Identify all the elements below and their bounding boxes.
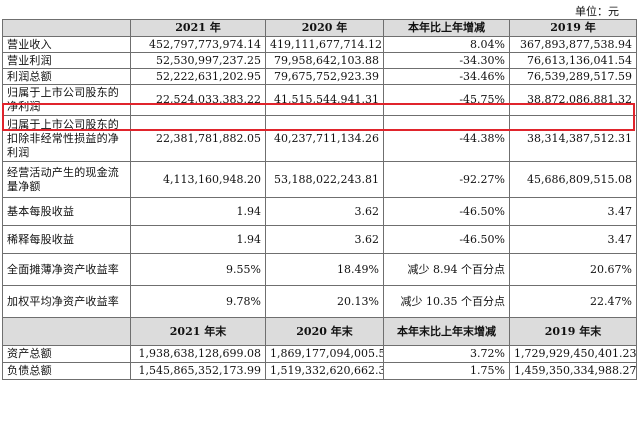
- table-row: 利润总额 52,222,631,202.95 79,675,752,923.39…: [2, 68, 637, 85]
- cell-2019: 38,314,387,512.31: [509, 115, 637, 162]
- cell-2020: 79,675,752,923.39: [265, 68, 384, 85]
- cell-2019: 38,872,086,881.32: [509, 84, 637, 116]
- header-cell-label: [2, 19, 131, 37]
- cell-2021: 22,381,781,882.05: [130, 115, 266, 162]
- cell-2020: 1,519,332,620,662.33: [265, 362, 384, 380]
- row-label: 利润总额: [2, 68, 131, 85]
- row-label: 归属于上市公司股东的扣除非经常性损益的净利润: [2, 115, 131, 162]
- row-label: 资产总额: [2, 345, 131, 363]
- table-row: 归属于上市公司股东的扣除非经常性损益的净利润 22,381,781,882.05…: [2, 115, 637, 162]
- table-row: 全面摊薄净资产收益率 9.55% 18.49% 减少 8.94 个百分点 20.…: [2, 253, 637, 286]
- cell-2021: 4,113,160,948.20: [130, 161, 266, 198]
- header-row-2: 2021 年末 2020 年末 本年末比上年末增减 2019 年末: [2, 317, 637, 346]
- cell-2020: 20.13%: [265, 285, 384, 318]
- header-cell-change: 本年比上年增减: [383, 19, 510, 37]
- cell-2020: 41,515,544,941.31: [265, 84, 384, 116]
- header2-cell-2020: 2020 年末: [265, 317, 384, 346]
- row-label: 经营活动产生的现金流量净额: [2, 161, 131, 198]
- cell-2021: 9.55%: [130, 253, 266, 286]
- row-label: 负债总额: [2, 362, 131, 380]
- cell-2021: 22,524,033,383.22: [130, 84, 266, 116]
- financial-table: 2021 年 2020 年 本年比上年增减 2019 年 营业收入 452,79…: [2, 19, 637, 380]
- cell-change: 减少 10.35 个百分点: [383, 285, 510, 318]
- table-row: 归属于上市公司股东的净利润 22,524,033,383.22 41,515,5…: [2, 84, 637, 116]
- cell-change: 8.04%: [383, 36, 510, 53]
- cell-2020: 3.62: [265, 197, 384, 226]
- cell-2020: 53,188,022,243.81: [265, 161, 384, 198]
- cell-change: -34.46%: [383, 68, 510, 85]
- cell-2021: 452,797,773,974.14: [130, 36, 266, 53]
- cell-change: 3.72%: [383, 345, 510, 363]
- unit-label: 单位：元: [575, 5, 619, 18]
- cell-2021: 1,938,638,128,699.08: [130, 345, 266, 363]
- cell-2019: 76,539,289,517.59: [509, 68, 637, 85]
- cell-2020: 79,958,642,103.88: [265, 52, 384, 69]
- row-label: 加权平均净资产收益率: [2, 285, 131, 318]
- cell-change: -46.50%: [383, 197, 510, 226]
- cell-2019: 1,459,350,334,988.27: [509, 362, 637, 380]
- header-row: 2021 年 2020 年 本年比上年增减 2019 年: [2, 19, 637, 37]
- cell-2019: 20.67%: [509, 253, 637, 286]
- header2-cell-2021: 2021 年末: [130, 317, 266, 346]
- cell-2021: 1,545,865,352,173.99: [130, 362, 266, 380]
- table-row: 负债总额 1,545,865,352,173.99 1,519,332,620,…: [2, 362, 637, 380]
- cell-change: -92.27%: [383, 161, 510, 198]
- cell-2021: 52,530,997,237.25: [130, 52, 266, 69]
- cell-2021: 1.94: [130, 225, 266, 254]
- cell-2019: 45,686,809,515.08: [509, 161, 637, 198]
- cell-2020: 1,869,177,094,005.55: [265, 345, 384, 363]
- cell-2019: 3.47: [509, 225, 637, 254]
- cell-2020: 40,237,711,134.26: [265, 115, 384, 162]
- cell-change: -45.75%: [383, 84, 510, 116]
- row-label: 稀释每股收益: [2, 225, 131, 254]
- row-label: 营业利润: [2, 52, 131, 69]
- row-label: 归属于上市公司股东的净利润: [2, 84, 131, 116]
- cell-change: 减少 8.94 个百分点: [383, 253, 510, 286]
- header2-cell-change: 本年末比上年末增减: [383, 317, 510, 346]
- header2-cell-label: [2, 317, 131, 346]
- cell-2020: 18.49%: [265, 253, 384, 286]
- cell-2019: 3.47: [509, 197, 637, 226]
- row-label: 基本每股收益: [2, 197, 131, 226]
- table-row: 加权平均净资产收益率 9.78% 20.13% 减少 10.35 个百分点 22…: [2, 285, 637, 318]
- cell-2021: 1.94: [130, 197, 266, 226]
- cell-change: -46.50%: [383, 225, 510, 254]
- cell-2019: 22.47%: [509, 285, 637, 318]
- header-cell-2020: 2020 年: [265, 19, 384, 37]
- row-label: 全面摊薄净资产收益率: [2, 253, 131, 286]
- cell-2019: 1,729,929,450,401.23: [509, 345, 637, 363]
- cell-2020: 419,111,677,714.12: [265, 36, 384, 53]
- row-label: 营业收入: [2, 36, 131, 53]
- cell-2019: 76,613,136,041.54: [509, 52, 637, 69]
- cell-change: -34.30%: [383, 52, 510, 69]
- header-cell-2021: 2021 年: [130, 19, 266, 37]
- table-row: 营业收入 452,797,773,974.14 419,111,677,714.…: [2, 36, 637, 53]
- cell-2019: 367,893,877,538.94: [509, 36, 637, 53]
- table-row: 资产总额 1,938,638,128,699.08 1,869,177,094,…: [2, 345, 637, 363]
- table-row: 基本每股收益 1.94 3.62 -46.50% 3.47: [2, 197, 637, 226]
- cell-change: 1.75%: [383, 362, 510, 380]
- cell-2021: 9.78%: [130, 285, 266, 318]
- cell-2020: 3.62: [265, 225, 384, 254]
- table-row: 经营活动产生的现金流量净额 4,113,160,948.20 53,188,02…: [2, 161, 637, 198]
- cell-change: -44.38%: [383, 115, 510, 162]
- table-row: 稀释每股收益 1.94 3.62 -46.50% 3.47: [2, 225, 637, 254]
- table-row: 营业利润 52,530,997,237.25 79,958,642,103.88…: [2, 52, 637, 69]
- cell-2021: 52,222,631,202.95: [130, 68, 266, 85]
- header2-cell-2019: 2019 年末: [509, 317, 637, 346]
- header-cell-2019: 2019 年: [509, 19, 637, 37]
